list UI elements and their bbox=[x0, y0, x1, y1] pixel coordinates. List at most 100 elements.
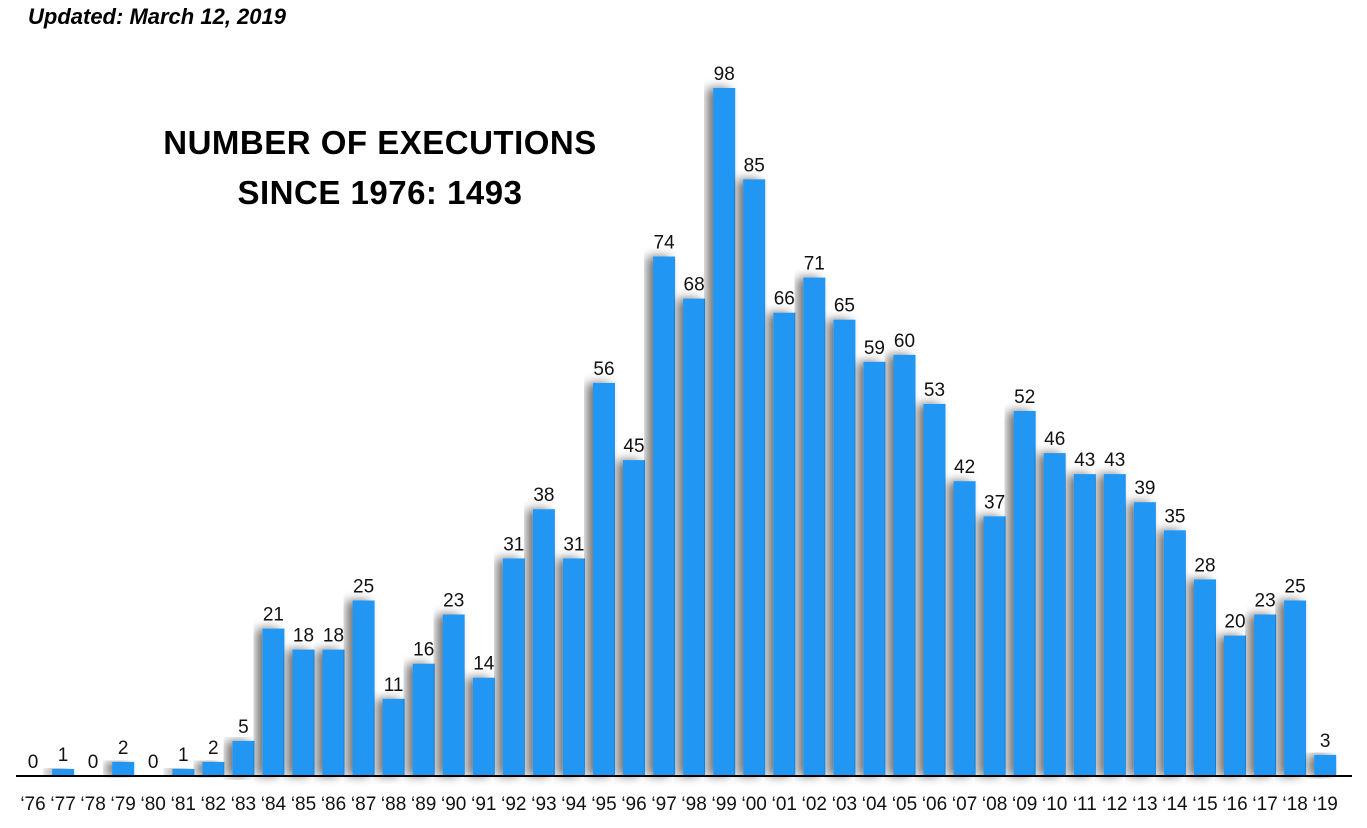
x-tick-label: ‘13 bbox=[1132, 794, 1157, 815]
value-label: 16 bbox=[413, 640, 434, 661]
x-tick-label: ‘16 bbox=[1222, 794, 1247, 815]
bar-00 bbox=[743, 179, 766, 777]
bar-83 bbox=[232, 740, 255, 776]
x-tick-label: ‘98 bbox=[681, 794, 706, 815]
value-label: 56 bbox=[593, 359, 614, 380]
bar-82 bbox=[202, 762, 225, 776]
bar-10 bbox=[1043, 453, 1066, 776]
bar-79 bbox=[112, 762, 135, 776]
x-tick-label: ‘18 bbox=[1282, 794, 1307, 815]
x-tick-label: ‘04 bbox=[862, 794, 888, 815]
bar-04 bbox=[863, 361, 886, 776]
bar-19 bbox=[1314, 754, 1337, 776]
x-tick-label: ‘15 bbox=[1192, 794, 1217, 815]
value-label: 23 bbox=[1255, 591, 1276, 612]
x-tick-label: ‘02 bbox=[802, 794, 827, 815]
value-label: 14 bbox=[473, 654, 495, 675]
chart-title: NUMBER OF EXECUTIONS SINCE 1976: 1493 bbox=[110, 118, 650, 218]
value-label: 65 bbox=[834, 296, 855, 317]
bar-12 bbox=[1103, 474, 1126, 776]
x-tick-label: ‘79 bbox=[111, 794, 136, 815]
bars-group bbox=[52, 88, 1337, 777]
x-tick-label: ‘96 bbox=[621, 794, 646, 815]
x-tick-label: ‘87 bbox=[351, 794, 376, 815]
value-label: 2 bbox=[118, 738, 129, 759]
x-tick-label: ‘07 bbox=[952, 794, 977, 815]
bar-91 bbox=[472, 677, 495, 776]
bar-77 bbox=[52, 769, 75, 776]
value-label: 11 bbox=[384, 675, 404, 696]
x-tick-label: ‘82 bbox=[201, 794, 226, 815]
value-label: 0 bbox=[148, 752, 159, 773]
bar-87 bbox=[352, 600, 375, 776]
value-label: 46 bbox=[1044, 429, 1065, 450]
bar-02 bbox=[803, 277, 826, 776]
x-tick-label: ‘03 bbox=[832, 794, 857, 815]
x-tick-label: ‘89 bbox=[411, 794, 436, 815]
bar-93 bbox=[532, 509, 555, 776]
bar-81 bbox=[172, 769, 195, 776]
value-label: 39 bbox=[1134, 478, 1155, 499]
value-label: 1 bbox=[58, 745, 69, 766]
x-tick-label: ‘83 bbox=[231, 794, 256, 815]
bar-97 bbox=[653, 256, 676, 776]
bar-17 bbox=[1254, 614, 1277, 776]
value-label: 68 bbox=[684, 275, 705, 296]
bar-15 bbox=[1194, 579, 1216, 776]
value-label: 23 bbox=[443, 591, 464, 612]
value-label: 85 bbox=[744, 155, 765, 176]
x-tick-label: ‘05 bbox=[892, 794, 917, 815]
x-tick-label: ‘19 bbox=[1313, 794, 1338, 815]
bar-86 bbox=[322, 649, 345, 776]
x-tick-label: ‘90 bbox=[441, 794, 466, 815]
x-tick-label: ‘08 bbox=[982, 794, 1007, 815]
value-label: 20 bbox=[1224, 612, 1245, 633]
x-tick-label: ‘06 bbox=[922, 794, 947, 815]
x-tick-label: ‘94 bbox=[561, 794, 587, 815]
value-label: 18 bbox=[293, 626, 314, 647]
x-tick-label: ‘77 bbox=[50, 794, 75, 815]
x-tick-label: ‘14 bbox=[1162, 794, 1188, 815]
bar-90 bbox=[442, 614, 465, 776]
bar-95 bbox=[593, 382, 615, 776]
x-tick-label: ‘81 bbox=[171, 794, 196, 815]
updated-date: Updated: March 12, 2019 bbox=[28, 4, 286, 29]
value-label: 45 bbox=[623, 436, 644, 457]
bar-07 bbox=[953, 481, 976, 776]
bar-16 bbox=[1224, 635, 1246, 776]
value-label: 25 bbox=[353, 577, 374, 598]
bar-08 bbox=[983, 516, 1006, 776]
x-tick-label: ‘85 bbox=[291, 794, 316, 815]
value-label: 66 bbox=[774, 289, 795, 310]
chart-title-line-1: NUMBER OF EXECUTIONS bbox=[163, 124, 597, 161]
x-tick-label: ‘95 bbox=[591, 794, 616, 815]
value-label: 18 bbox=[323, 626, 344, 647]
value-label: 59 bbox=[864, 338, 885, 359]
bar-89 bbox=[412, 663, 435, 776]
value-label: 35 bbox=[1164, 506, 1185, 527]
x-tick-label: ‘76 bbox=[20, 794, 45, 815]
x-tick-label: ‘97 bbox=[651, 794, 676, 815]
value-label: 74 bbox=[654, 233, 676, 254]
bar-14 bbox=[1163, 530, 1186, 776]
value-label: 2 bbox=[208, 738, 219, 759]
value-label: 42 bbox=[954, 457, 975, 478]
bar-09 bbox=[1013, 411, 1036, 776]
x-tick-label: ‘91 bbox=[471, 794, 496, 815]
bar-13 bbox=[1133, 502, 1156, 776]
value-label: 28 bbox=[1194, 555, 1215, 576]
bar-18 bbox=[1284, 600, 1307, 776]
value-label: 60 bbox=[894, 331, 915, 352]
value-label: 43 bbox=[1074, 450, 1095, 471]
value-label: 98 bbox=[714, 64, 735, 85]
x-tick-label: ‘88 bbox=[381, 794, 406, 815]
bar-92 bbox=[502, 558, 525, 776]
x-tick-label: ‘17 bbox=[1252, 794, 1277, 815]
value-label: 31 bbox=[563, 534, 584, 555]
bar-05 bbox=[893, 354, 916, 776]
value-label: 71 bbox=[804, 254, 825, 275]
value-label: 31 bbox=[503, 534, 524, 555]
x-tick-label: ‘84 bbox=[261, 794, 287, 815]
x-tick-label: ‘01 bbox=[772, 794, 797, 815]
